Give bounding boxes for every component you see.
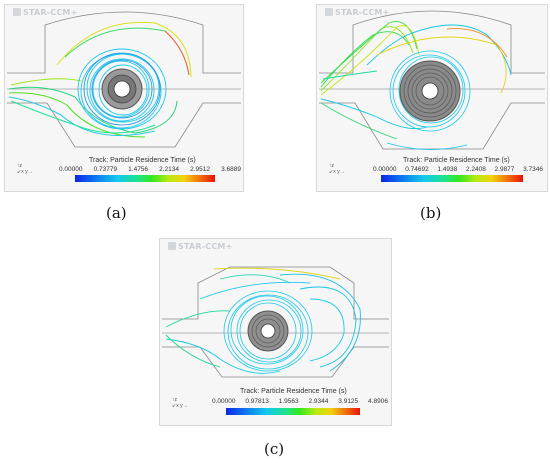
colorbar-tick-labels: 0.00000 0.74692 1.4938 2.2408 2.9877 3.7… [373,166,543,173]
colorbar-tick: 2.9344 [308,398,329,405]
colorbar-tick: 2.9877 [494,166,515,173]
colorbar-tick: 3.9125 [338,398,359,405]
colorbar-tick: 2.9512 [190,166,210,173]
colorbar-tick: 0.00000 [373,166,397,173]
colorbar-tick: 0.73779 [93,166,118,173]
panel-b: STAR-CCM+ ↑z ↙x y→ Track: Particle Reside… [316,4,548,192]
star-ccm-logo: STAR-CCM+ [13,8,77,17]
caption-c: (c) [264,440,285,458]
colorbar-tick: 1.4938 [437,166,458,173]
colorbar-tick-labels: 0.00000 0.97813 1.9563 2.9344 3.9125 4.8… [212,398,388,405]
flow-visualization-b [319,10,545,150]
colorbar-tick: 3.6889 [221,166,241,173]
panel-a: STAR-CCM+ ↑z ↙x y→ Track: Particle Reside… [4,4,244,192]
flow-visualization-c [162,266,389,378]
caption-a: (a) [106,204,127,222]
panel-c: STAR-CCM+ ↑z ↙x y→ Track: Particle Reside… [159,238,392,426]
colorbar-tick: 2.2134 [159,166,180,173]
star-ccm-logo: STAR-CCM+ [168,242,232,251]
colorbar-tick: 4.8906 [368,398,388,405]
star-ccm-logo: STAR-CCM+ [325,8,389,17]
colorbar-tick: 0.97813 [245,398,269,405]
caption-b: (b) [420,204,442,222]
colorbar-title: Track: Particle Residence Time (s) [403,157,510,164]
colorbar [75,175,215,182]
axes-triad-icon: ↑z ↙x y→ [17,163,33,175]
colorbar-tick: 1.4756 [128,166,149,173]
colorbar-tick: 0.00000 [59,166,83,173]
colorbar-title: Track: Particle Residence Time (s) [240,388,347,395]
colorbar-tick: 2.2408 [465,166,486,173]
colorbar-tick: 3.7346 [523,166,543,173]
colorbar-tick: 1.9563 [278,398,299,405]
colorbar-tick: 0.00000 [212,398,236,405]
colorbar [381,175,523,182]
colorbar-title: Track: Particle Residence Time (s) [89,157,196,164]
axes-triad-icon: ↑z ↙x y→ [172,397,188,409]
colorbar-tick: 0.74692 [405,166,429,173]
axes-triad-icon: ↑z ↙x y→ [329,163,345,175]
flow-visualization-a [7,11,241,148]
colorbar-tick-labels: 0.00000 0.73779 1.4756 2.2134 2.9512 3.6… [59,166,241,173]
colorbar [226,408,360,415]
